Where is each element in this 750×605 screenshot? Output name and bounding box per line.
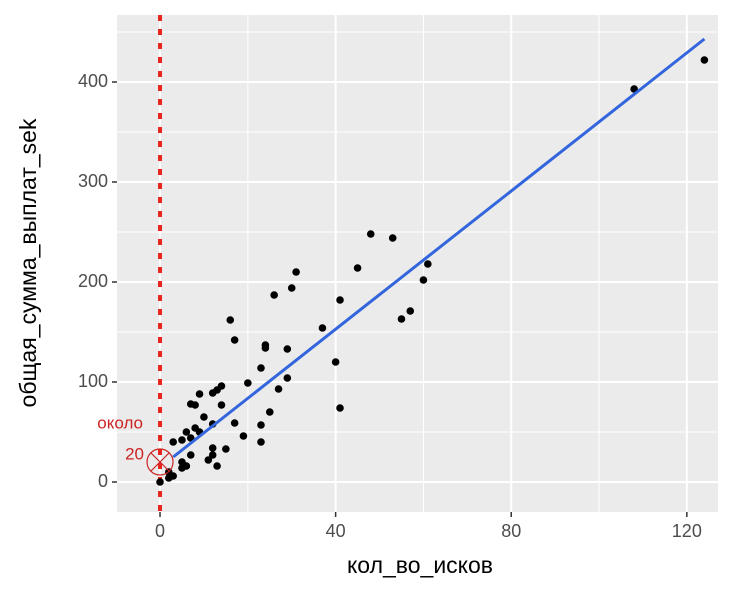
x-axis-title: кол_во_исков [347,552,493,578]
point [292,268,300,276]
point [178,436,186,444]
point [419,276,428,284]
fit-line [172,37,706,459]
point [270,291,278,299]
point [353,264,362,272]
point [397,315,406,323]
point [283,374,292,382]
point [165,474,173,482]
point [222,445,230,453]
point [336,404,344,412]
point [366,230,375,238]
point [230,419,239,427]
point [700,56,709,64]
annotation-text: около [97,413,143,432]
point [331,358,340,366]
annotation-text: 20 [125,444,144,463]
y-tick-label: 200 [78,271,108,291]
point [287,284,296,292]
point [318,324,327,332]
y-tick-label: 300 [78,171,108,191]
point [424,260,432,268]
annotation-circle [146,448,174,476]
point [257,364,265,372]
x-tick-label: 120 [672,521,702,541]
point [226,316,235,324]
point [257,438,265,446]
point [239,432,248,440]
point [156,478,164,486]
point [336,296,344,304]
y-tick-label: 0 [98,471,108,491]
y-axis-title: общая_сумма_выплат_sek [15,118,41,407]
point [217,401,226,409]
point [274,385,283,393]
x-tick-label: 40 [326,521,346,541]
point [169,438,177,446]
point [200,413,208,421]
point [208,451,217,459]
point [265,408,274,416]
x-tick-label: 0 [155,521,165,541]
point [257,421,265,429]
point [230,336,239,344]
point [191,401,199,409]
y-tick-label: 400 [78,71,108,91]
point [406,307,415,315]
point [208,389,217,397]
annotation-cross [150,452,170,472]
x-tick-label: 80 [501,521,521,541]
point [208,444,217,452]
y-tick-label: 100 [78,371,108,391]
point [195,390,204,398]
point [186,451,195,459]
point [261,344,270,352]
point [178,464,186,472]
point [182,428,191,436]
point [244,379,252,387]
point [204,456,213,464]
point [388,234,397,242]
point [213,462,221,470]
point [283,345,292,353]
